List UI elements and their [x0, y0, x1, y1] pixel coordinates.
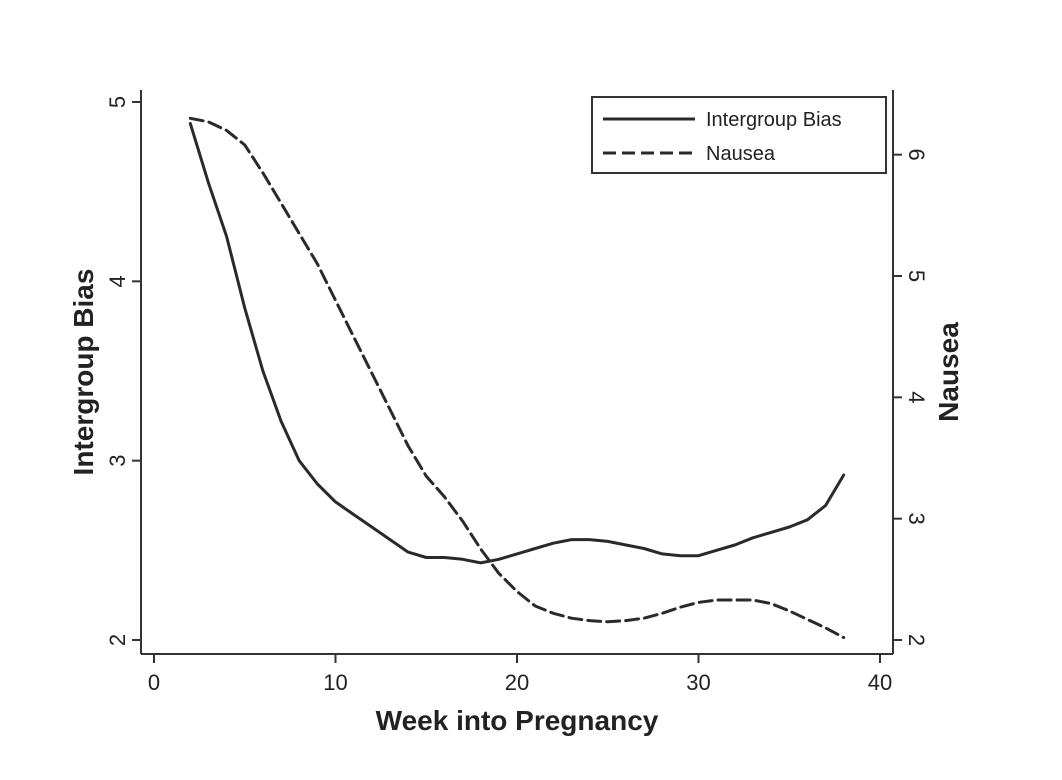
y-right-tick-label: 5: [904, 270, 929, 282]
x-tick-label: 30: [686, 670, 710, 695]
y-right-tick-label: 3: [904, 513, 929, 525]
legend: Intergroup Bias Nausea: [591, 96, 887, 174]
x-tick-label: 20: [505, 670, 529, 695]
series-line-intergroup-bias: [188, 122, 846, 565]
y-right-tick-label: 4: [904, 391, 929, 403]
y-axis-right-title: Nausea: [933, 322, 964, 422]
axes: 0 10 20 30 40 2 3 4 5 2 3 4 5 6: [105, 90, 929, 695]
x-tick-label: 0: [148, 670, 160, 695]
y-left-tick-label: 2: [105, 634, 130, 646]
y-axis-left-title: Intergroup Bias: [68, 269, 99, 476]
x-axis-title: Week into Pregnancy: [376, 705, 659, 736]
legend-label: Nausea: [706, 143, 776, 165]
y-left-tick-label: 4: [105, 275, 130, 287]
y-left-tick-label: 5: [105, 96, 130, 108]
y-left-tick-label: 3: [105, 455, 130, 467]
legend-label: Intergroup Bias: [706, 109, 842, 131]
series-line-nausea: [188, 116, 846, 640]
x-tick-label: 10: [323, 670, 347, 695]
y-right-tick-label: 6: [904, 149, 929, 161]
plot-area: [188, 116, 846, 640]
y-right-tick-label: 2: [904, 634, 929, 646]
legend-box: [591, 96, 887, 174]
x-tick-label: 40: [868, 670, 892, 695]
